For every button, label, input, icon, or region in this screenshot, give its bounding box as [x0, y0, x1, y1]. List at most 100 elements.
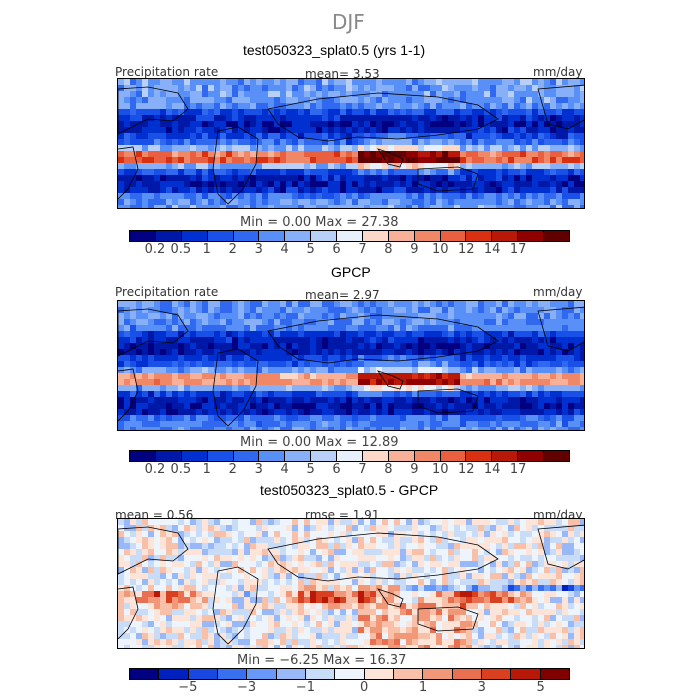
colorbar-swatch	[452, 669, 482, 679]
colorbar-tick-label: 2	[228, 242, 237, 257]
panel2-left-label: Precipitation rate	[115, 285, 219, 299]
panel1-minmax: Min = 0.00 Max = 27.38	[240, 215, 399, 230]
colorbar-swatch	[362, 451, 389, 461]
panel1-title: test050323_splat0.5 (yrs 1-1)	[243, 42, 426, 58]
panel1-colorbar	[129, 230, 570, 242]
colorbar-tick-label: 9	[410, 242, 419, 257]
colorbar-swatch	[492, 451, 519, 461]
colorbar-swatch	[388, 231, 415, 241]
colorbar-tick-label: 1	[202, 242, 211, 257]
colorbar-tick-label: 8	[384, 462, 393, 477]
colorbar-swatch	[276, 669, 306, 679]
colorbar-swatch	[130, 451, 156, 461]
colorbar-swatch	[233, 231, 260, 241]
colorbar-tick-label: 0.2	[144, 462, 166, 477]
colorbar-swatch	[305, 669, 336, 679]
colorbar-swatch	[518, 451, 544, 461]
colorbar-swatch	[217, 669, 248, 679]
colorbar-tick-label: 6	[332, 242, 341, 257]
colorbar-tick-label: 5	[306, 462, 315, 477]
colorbar-swatch	[414, 231, 441, 241]
colorbar-swatch	[247, 669, 277, 679]
colorbar-swatch	[518, 231, 544, 241]
colorbar-swatch	[388, 451, 415, 461]
colorbar-tick-label: 1	[202, 462, 211, 477]
colorbar-tick-label: 14	[483, 242, 501, 257]
colorbar-swatch	[130, 231, 156, 241]
panel3-map	[117, 518, 585, 649]
colorbar-tick-label: 7	[358, 462, 367, 477]
colorbar-swatch	[544, 231, 569, 241]
colorbar-tick-label: 1	[418, 680, 428, 695]
colorbar-swatch	[362, 231, 389, 241]
colorbar-swatch	[259, 451, 286, 461]
colorbar-swatch	[335, 669, 365, 679]
colorbar-swatch	[233, 451, 260, 461]
colorbar-tick-label: 4	[280, 242, 289, 257]
colorbar-tick-label: 7	[358, 242, 367, 257]
panel2-minmax: Min = 0.00 Max = 12.89	[240, 435, 399, 450]
colorbar-tick-label: 0.5	[170, 242, 192, 257]
season-title: DJF	[332, 10, 365, 34]
colorbar-tick-label: 3	[477, 680, 486, 695]
colorbar-swatch	[159, 669, 189, 679]
colorbar-swatch	[337, 231, 363, 241]
colorbar-tick-label: 8	[384, 242, 393, 257]
panel3-colorbar	[129, 668, 570, 680]
panel2-map	[117, 300, 585, 431]
colorbar-swatch	[337, 451, 363, 461]
colorbar-swatch	[440, 451, 467, 461]
colorbar-swatch	[285, 231, 312, 241]
colorbar-swatch	[440, 231, 467, 241]
diff-map	[118, 519, 584, 648]
panel1-mean-label: mean= 3.53	[305, 67, 380, 81]
colorbar-tick-label: 0.2	[144, 242, 166, 257]
panel3-minmax: Min = −6.25 Max = 16.37	[237, 653, 407, 668]
colorbar-swatch	[492, 231, 519, 241]
colorbar-swatch	[207, 231, 234, 241]
colorbar-swatch	[481, 669, 512, 679]
panel3-title: test050323_splat0.5 - GPCP	[260, 482, 439, 498]
colorbar-tick-label: −3	[237, 680, 257, 695]
colorbar-swatch	[181, 231, 208, 241]
colorbar-tick-label: 5	[536, 680, 545, 695]
panel1-map	[117, 78, 585, 209]
panel1-left-label: Precipitation rate	[115, 65, 219, 79]
colorbar-swatch	[423, 669, 453, 679]
colorbar-tick-label: 12	[457, 462, 475, 477]
colorbar-tick-label: 0	[360, 680, 369, 695]
colorbar-swatch	[544, 451, 569, 461]
colorbar-tick-label: 10	[432, 242, 449, 257]
colorbar-tick-label: 2	[228, 462, 237, 477]
colorbar-tick-label: 4	[280, 462, 289, 477]
colorbar-tick-label: 0.5	[170, 462, 192, 477]
precip-map-model	[118, 79, 584, 208]
colorbar-swatch	[181, 451, 208, 461]
colorbar-tick-label: 14	[483, 462, 501, 477]
colorbar-tick-label: 5	[306, 242, 315, 257]
colorbar-tick-label: 17	[509, 242, 527, 257]
colorbar-tick-label: 10	[432, 462, 449, 477]
colorbar-tick-label: 12	[457, 242, 475, 257]
panel2-title: GPCP	[331, 264, 371, 280]
colorbar-tick-label: −1	[295, 680, 315, 695]
colorbar-swatch	[285, 451, 312, 461]
colorbar-tick-label: 6	[332, 462, 341, 477]
colorbar-swatch	[311, 231, 337, 241]
colorbar-swatch	[311, 451, 337, 461]
colorbar-tick-label: 17	[509, 462, 527, 477]
colorbar-swatch	[188, 669, 218, 679]
colorbar-tick-label: 9	[410, 462, 419, 477]
panel2-mean-label: mean= 2.97	[305, 288, 380, 302]
colorbar-swatch	[540, 669, 569, 679]
panel2-units-label: mm/day	[533, 285, 583, 299]
colorbar-tick-label: 3	[254, 242, 263, 257]
colorbar-tick-label: −5	[178, 680, 198, 695]
panel2-colorbar	[129, 450, 570, 462]
panel1-units-label: mm/day	[533, 65, 583, 79]
colorbar-swatch	[414, 451, 441, 461]
colorbar-swatch	[466, 451, 493, 461]
colorbar-swatch	[259, 231, 286, 241]
colorbar-swatch	[511, 669, 541, 679]
colorbar-swatch	[207, 451, 234, 461]
